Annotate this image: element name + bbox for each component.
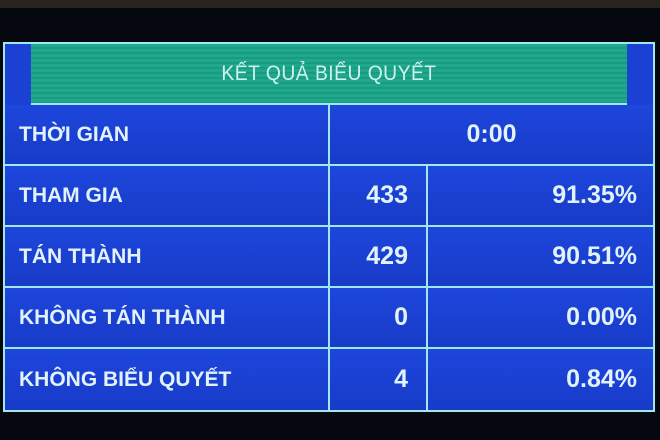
row-label: TÁN THÀNH <box>19 244 142 268</box>
frame-top <box>0 0 660 8</box>
row-disapprove: KHÔNG TÁN THÀNH 0 0.00% <box>5 288 653 349</box>
row-percent: 0.84% <box>426 349 653 410</box>
time-label: THỜI GIAN <box>19 122 130 146</box>
row-participating: THAM GIA 433 91.35% <box>5 166 653 227</box>
row-percent: 0.00% <box>426 288 653 347</box>
row-percent: 90.51% <box>426 227 653 286</box>
row-count: 4 <box>328 349 426 410</box>
row-approve: TÁN THÀNH 429 90.51% <box>5 227 653 288</box>
row-count: 429 <box>328 227 426 286</box>
row-label: THAM GIA <box>19 183 123 207</box>
vote-results-board: KẾT QUẢ BIỂU QUYẾT THỜI GIAN 0:00 THAM G… <box>3 42 655 412</box>
row-label: KHÔNG BIỂU QUYẾT <box>19 367 232 391</box>
row-no-vote: KHÔNG BIỂU QUYẾT 4 0.84% <box>5 349 653 410</box>
row-percent: 91.35% <box>426 166 653 225</box>
board-title: KẾT QUẢ BIỂU QUYẾT <box>30 44 628 105</box>
row-count: 433 <box>328 166 426 225</box>
row-count: 0 <box>328 288 426 347</box>
row-time: THỜI GIAN 0:00 <box>5 105 653 166</box>
time-value: 0:00 <box>328 105 653 164</box>
row-label: KHÔNG TÁN THÀNH <box>19 305 226 329</box>
